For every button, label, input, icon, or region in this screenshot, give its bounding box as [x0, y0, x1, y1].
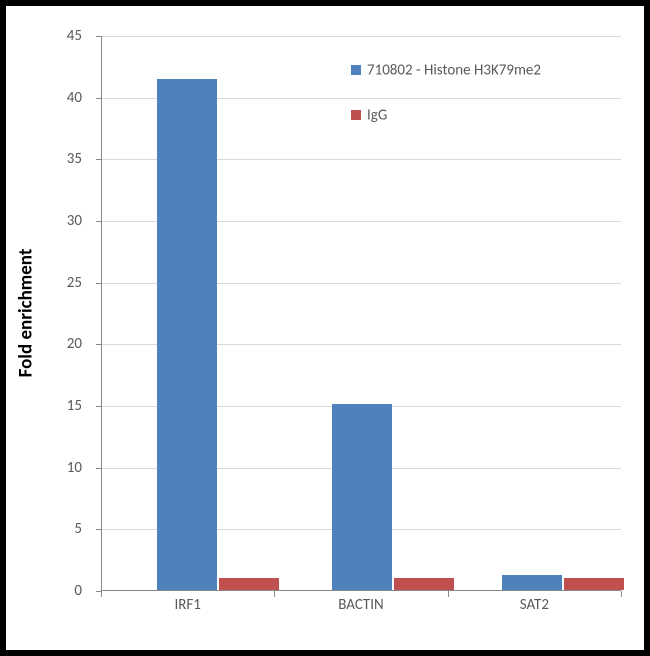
- y-tick-label: 15: [42, 397, 82, 415]
- x-tick-label: IRF1: [174, 596, 200, 614]
- y-tick-mark: [96, 98, 102, 99]
- y-tick-mark: [96, 36, 102, 37]
- y-tick-label: 5: [42, 520, 82, 538]
- bar: [394, 578, 454, 590]
- gridline: [102, 36, 621, 37]
- x-tick-label: SAT2: [520, 596, 549, 614]
- bar: [564, 578, 624, 590]
- legend-swatch-0: [351, 65, 361, 75]
- legend-entry-1: IgG: [351, 106, 387, 124]
- y-tick-label: 20: [42, 335, 82, 353]
- y-tick-label: 10: [42, 459, 82, 477]
- y-tick-mark: [96, 159, 102, 160]
- legend-entry-0: 710802 - Histone H3K79me2: [351, 61, 541, 79]
- y-tick-label: 25: [42, 274, 82, 292]
- y-tick-mark: [96, 406, 102, 407]
- y-tick-label: 35: [42, 150, 82, 168]
- y-tick-mark: [96, 283, 102, 284]
- chart-frame: Fold enrichment 710802 - Histone H3K79me…: [6, 6, 644, 650]
- y-tick-mark: [96, 344, 102, 345]
- y-tick-label: 30: [42, 212, 82, 230]
- y-tick-mark: [96, 221, 102, 222]
- y-tick-mark: [96, 529, 102, 530]
- y-tick-label: 40: [42, 89, 82, 107]
- bar: [157, 79, 217, 590]
- legend-label-0: 710802 - Histone H3K79me2: [367, 61, 541, 79]
- y-axis-label: Fold enrichment: [15, 249, 38, 378]
- y-tick-mark: [96, 468, 102, 469]
- y-tick-label: 45: [42, 27, 82, 45]
- bar: [502, 575, 562, 590]
- x-tick-label: BACTIN: [338, 596, 383, 614]
- legend-swatch-1: [351, 110, 361, 120]
- bar: [219, 578, 279, 590]
- y-tick-label: 0: [42, 582, 82, 600]
- bar: [332, 404, 392, 590]
- legend-label-1: IgG: [367, 106, 387, 124]
